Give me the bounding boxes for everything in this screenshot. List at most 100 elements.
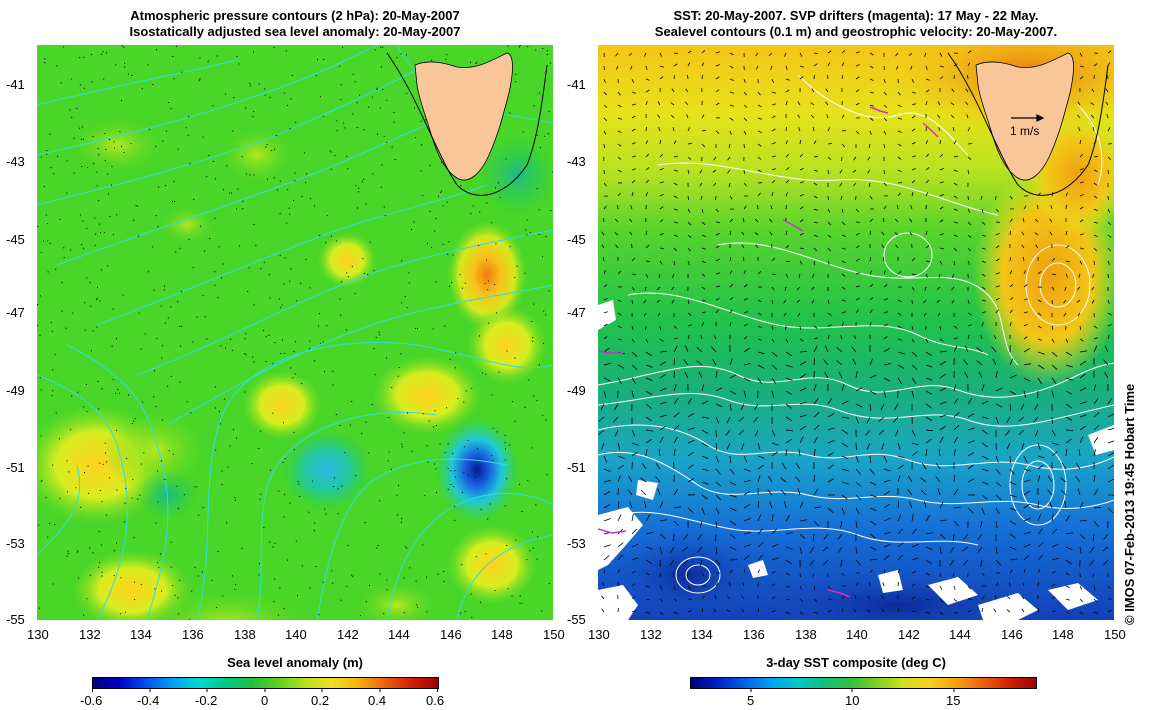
velocity-arrow — [757, 608, 760, 613]
stipple-dot — [409, 567, 411, 569]
stipple-dot — [104, 442, 106, 444]
velocity-arrow — [920, 489, 927, 496]
stipple-dot — [364, 522, 366, 523]
stipple-dot — [344, 452, 346, 454]
velocity-arrow — [1023, 517, 1031, 522]
stipple-dot — [332, 384, 334, 386]
velocity-arrow — [882, 582, 885, 587]
velocity-arrow — [925, 611, 930, 614]
velocity-arrow — [715, 89, 720, 93]
stipple-dot — [253, 111, 255, 113]
left-lat-label: -43 — [6, 154, 25, 169]
stipple-dot — [340, 99, 342, 101]
velocity-arrow — [836, 360, 843, 366]
stipple-dot — [97, 381, 99, 382]
stipple-dot — [90, 54, 92, 56]
stipple-dot — [330, 151, 332, 153]
velocity-arrow — [785, 89, 790, 93]
stipple-dot — [426, 576, 427, 578]
stipple-dot — [347, 544, 349, 546]
stipple-dot — [416, 606, 418, 608]
velocity-arrow — [855, 208, 859, 213]
velocity-arrow — [894, 429, 899, 437]
velocity-arrow — [645, 429, 653, 432]
stipple-dot — [212, 161, 214, 162]
velocity-arrow — [701, 455, 709, 460]
velocity-arrow — [925, 338, 929, 343]
velocity-arrow — [687, 62, 691, 67]
stipple-dot — [475, 556, 477, 558]
velocity-arrow — [883, 479, 891, 483]
stipple-dot — [426, 445, 428, 447]
stipple-dot — [123, 46, 125, 48]
velocity-arrow — [659, 153, 663, 158]
stipple-dot — [273, 47, 275, 49]
velocity-arrow — [1103, 359, 1109, 366]
velocity-arrow — [715, 130, 720, 134]
velocity-arrow — [617, 156, 622, 160]
stipple-dot — [252, 116, 254, 118]
velocity-arrow — [659, 181, 664, 184]
velocity-arrow — [771, 180, 776, 184]
stipple-dot — [170, 108, 172, 110]
stipple-dot — [204, 250, 205, 252]
velocity-arrow — [1107, 208, 1111, 213]
stipple-dot — [411, 450, 413, 452]
stipple-dot — [332, 370, 334, 372]
velocity-arrow — [911, 325, 914, 330]
velocity-arrow — [645, 449, 648, 457]
left-lat-label: -45 — [6, 232, 25, 247]
stipple-dot — [382, 46, 384, 48]
velocity-arrow — [911, 273, 916, 276]
velocity-arrow — [809, 546, 815, 554]
stipple-dot — [435, 218, 437, 220]
velocity-arrow — [617, 455, 625, 459]
velocity-arrow — [798, 449, 801, 457]
stipple-dot — [271, 150, 273, 152]
velocity-arrow — [841, 260, 846, 264]
velocity-arrow — [673, 449, 676, 457]
velocity-arrow — [640, 489, 647, 496]
stipple-dot — [447, 443, 449, 445]
velocity-arrow — [657, 114, 661, 119]
velocity-arrow — [715, 285, 720, 288]
stipple-dot — [536, 558, 538, 560]
stipple-dot — [121, 145, 122, 147]
velocity-arrow — [673, 325, 678, 329]
stipple-dot — [446, 54, 448, 56]
velocity-arrow — [981, 416, 989, 419]
stipple-dot — [51, 395, 53, 397]
stipple-dot — [535, 49, 537, 51]
velocity-arrow — [939, 181, 944, 184]
velocity-arrow — [855, 416, 859, 424]
velocity-arrow — [629, 218, 633, 223]
credit-text: © IMOS 07-Feb-2013 19:45 Hobart Time — [1122, 383, 1137, 625]
velocity-arrow — [1065, 585, 1070, 588]
stipple-dot — [283, 422, 284, 424]
velocity-arrow — [757, 500, 760, 509]
velocity-arrow — [1107, 413, 1114, 418]
velocity-arrow — [729, 257, 732, 262]
stipple-dot — [87, 465, 89, 467]
stipple-dot — [55, 268, 57, 270]
right-lat-label: -43 — [567, 154, 586, 169]
stipple-dot — [179, 579, 181, 581]
velocity-arrow — [645, 377, 653, 381]
velocity-arrow — [1079, 572, 1081, 578]
velocity-arrow — [1079, 140, 1082, 145]
stipple-dot — [421, 144, 423, 146]
velocity-arrow — [743, 182, 747, 187]
stipple-dot — [113, 575, 115, 576]
stipple-dot — [109, 477, 111, 479]
stipple-dot — [531, 447, 533, 449]
velocity-arrow — [967, 478, 975, 483]
velocity-arrow — [813, 63, 818, 67]
velocity-arrow — [780, 489, 787, 496]
velocity-arrow — [883, 311, 888, 314]
stipple-dot — [436, 492, 437, 493]
velocity-arrow — [617, 442, 621, 450]
stipple-dot — [98, 408, 100, 410]
stipple-dot — [124, 611, 126, 613]
velocity-arrow — [743, 569, 746, 574]
velocity-arrow — [615, 65, 619, 70]
